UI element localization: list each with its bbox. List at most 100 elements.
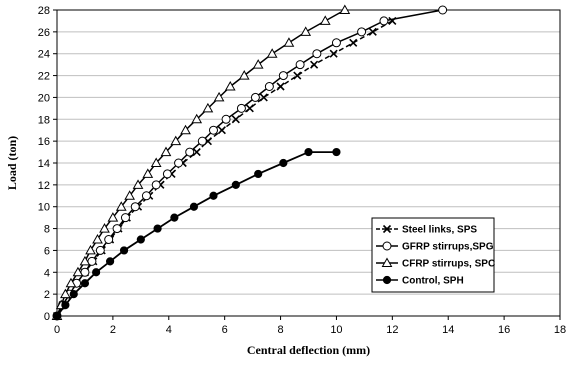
data-point xyxy=(162,169,172,179)
data-point xyxy=(236,103,246,113)
x-tick-label: 12 xyxy=(386,324,398,336)
data-point xyxy=(79,255,91,266)
x-tick-label: 10 xyxy=(330,324,342,336)
data-point xyxy=(278,71,288,81)
data-point xyxy=(160,146,172,157)
data-point xyxy=(382,275,392,285)
data-point xyxy=(213,91,225,102)
data-point xyxy=(61,300,70,310)
series-4 xyxy=(52,147,341,321)
y-tick-label: 12 xyxy=(38,180,50,192)
y-tick-label: 6 xyxy=(44,245,50,257)
data-point xyxy=(189,202,199,211)
data-point xyxy=(264,82,274,91)
data-point xyxy=(254,169,263,179)
series-layer xyxy=(51,4,448,321)
data-point xyxy=(438,5,448,15)
data-point xyxy=(92,233,103,244)
data-point xyxy=(99,223,110,233)
data-point xyxy=(266,48,278,58)
y-tick-label: 8 xyxy=(44,224,50,236)
y-tick-label: 28 xyxy=(38,5,50,17)
data-point xyxy=(174,158,184,168)
data-point xyxy=(72,266,84,277)
y-tick-label: 4 xyxy=(44,267,50,279)
data-point xyxy=(224,80,236,91)
data-point xyxy=(85,244,96,255)
y-axis-title: Load (ton) xyxy=(5,136,19,190)
data-point xyxy=(192,148,201,157)
data-point xyxy=(130,202,140,212)
data-point xyxy=(379,16,389,26)
data-point xyxy=(349,38,358,47)
data-point xyxy=(300,26,312,36)
series-line xyxy=(56,151,337,317)
data-point xyxy=(283,37,295,47)
data-point xyxy=(279,158,288,168)
y-tick-label: 20 xyxy=(38,92,50,104)
data-point xyxy=(304,147,313,157)
x-tick-label: 2 xyxy=(110,324,116,336)
data-point xyxy=(331,38,341,48)
data-point xyxy=(339,4,351,14)
data-point xyxy=(141,191,151,201)
data-point xyxy=(170,135,182,146)
data-point xyxy=(132,179,144,189)
data-point xyxy=(124,190,136,200)
data-point xyxy=(221,114,231,124)
data-point xyxy=(52,311,62,321)
data-point xyxy=(209,191,218,200)
series-1 xyxy=(52,16,397,321)
x-tick-label: 16 xyxy=(498,324,510,336)
data-point xyxy=(69,290,78,299)
data-point xyxy=(202,102,214,113)
y-tick-label: 10 xyxy=(38,202,50,214)
data-point xyxy=(107,212,119,222)
y-tick-label: 2 xyxy=(44,289,50,301)
x-tick-label: 6 xyxy=(222,324,228,336)
data-point xyxy=(80,279,90,288)
x-tick-label: 4 xyxy=(166,324,172,336)
data-point xyxy=(245,104,254,113)
series-3 xyxy=(51,4,351,320)
legend-item: Steel links, SPS xyxy=(376,225,477,236)
data-point xyxy=(151,180,161,190)
data-point xyxy=(65,277,77,288)
data-point xyxy=(217,126,226,135)
x-tick-label: 18 xyxy=(554,324,566,336)
data-point xyxy=(120,213,130,223)
data-point xyxy=(170,213,179,222)
data-point xyxy=(208,125,218,135)
data-point xyxy=(319,15,331,25)
data-point xyxy=(332,147,341,157)
x-axis: 0 2 4 6 8 10 12 14 16 18 xyxy=(54,316,566,336)
data-point xyxy=(191,113,203,124)
legend-item: Control, SPH xyxy=(376,276,464,287)
x-tick-label: 0 xyxy=(54,324,60,336)
data-point xyxy=(153,224,162,233)
data-point xyxy=(185,147,195,157)
y-tick-label: 14 xyxy=(38,158,50,170)
legend: Steel links, SPS GFRP stirrups,SPG CFRP st… xyxy=(371,217,495,293)
data-point xyxy=(115,201,127,211)
y-tick-label: 26 xyxy=(38,27,50,39)
data-point xyxy=(105,257,115,266)
data-point xyxy=(250,92,260,102)
legend-label: CFRP stirrups, SPC xyxy=(402,259,495,270)
data-point xyxy=(180,124,191,135)
legend-label: Steel links, SPS xyxy=(402,225,477,236)
data-point xyxy=(382,241,392,251)
data-point xyxy=(276,82,285,91)
data-point xyxy=(60,288,71,299)
data-point xyxy=(382,224,392,234)
data-point xyxy=(95,245,105,255)
y-tick-label: 22 xyxy=(38,71,50,83)
legend-label: Control, SPH xyxy=(402,276,464,287)
data-point xyxy=(368,27,377,36)
x-axis-title: Central deflection (mm) xyxy=(247,343,370,357)
data-point xyxy=(312,49,322,59)
legend-item: GFRP stirrups,SPG xyxy=(376,241,494,253)
data-point xyxy=(252,59,264,69)
